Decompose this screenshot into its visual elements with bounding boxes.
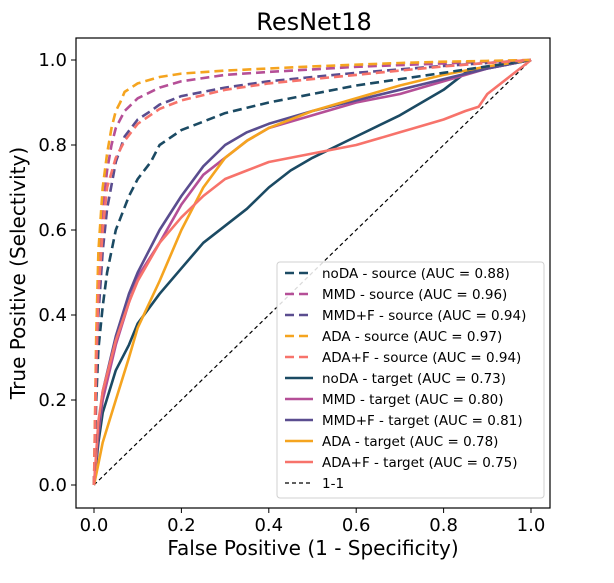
x-tick-label: 1.0 [517,515,546,536]
y-tick-label: 0.0 [38,475,67,496]
y-axis-label: True Positive (Selectivity) [6,147,30,400]
series-line-8 [92,58,532,486]
x-tick-label: 0.8 [429,515,458,536]
plot-area [75,37,551,509]
x-axis-label: False Positive (1 - Specificity) [167,536,458,560]
series-line-2 [92,58,532,486]
legend-label: ADA - source (AUC = 0.97) [322,329,502,345]
y-tick-label: 0.8 [38,135,67,156]
y-tick-label: 0.4 [38,305,67,326]
x-tick-label: 0.4 [254,515,283,536]
series-line-4 [92,58,532,486]
legend-label: noDA - target (AUC = 0.73) [322,371,506,387]
chart-title: ResNet18 [256,8,372,36]
legend-label: ADA - target (AUC = 0.78) [322,434,498,450]
legend-label: ADA+F - target (AUC = 0.75) [322,455,518,471]
legend-label: MMD - target (AUC = 0.80) [322,392,504,408]
y-axis-ticks: 0.0 0.2 0.4 0.6 0.8 1.0 [38,50,76,496]
series-line-9 [92,58,532,486]
y-tick-label: 0.6 [38,220,67,241]
x-tick-label: 0.2 [167,515,196,536]
x-tick-label: 0.6 [342,515,371,536]
legend-label: MMD - source (AUC = 0.96) [322,287,507,303]
legend-label: noDA - source (AUC = 0.88) [322,266,510,282]
series-line-5 [92,58,532,486]
series-line-3 [92,58,532,486]
series-line-0 [92,58,532,486]
x-tick-label: 0.0 [80,515,109,536]
y-tick-label: 0.2 [38,390,67,411]
y-tick-label: 1.0 [38,50,67,71]
legend-label: MMD+F - target (AUC = 0.81) [322,413,523,429]
legend-label: MMD+F - source (AUC = 0.94) [322,308,526,324]
legend: noDA - source (AUC = 0.88) MMD - source (… [276,261,545,499]
series-line-1 [92,58,532,486]
legend-label: ADA+F - source (AUC = 0.94) [322,350,521,366]
x-axis-ticks: 0.0 0.2 0.4 0.6 0.8 1.0 [80,508,546,536]
legend-label: 1-1 [322,476,344,492]
legend-box [276,261,545,499]
